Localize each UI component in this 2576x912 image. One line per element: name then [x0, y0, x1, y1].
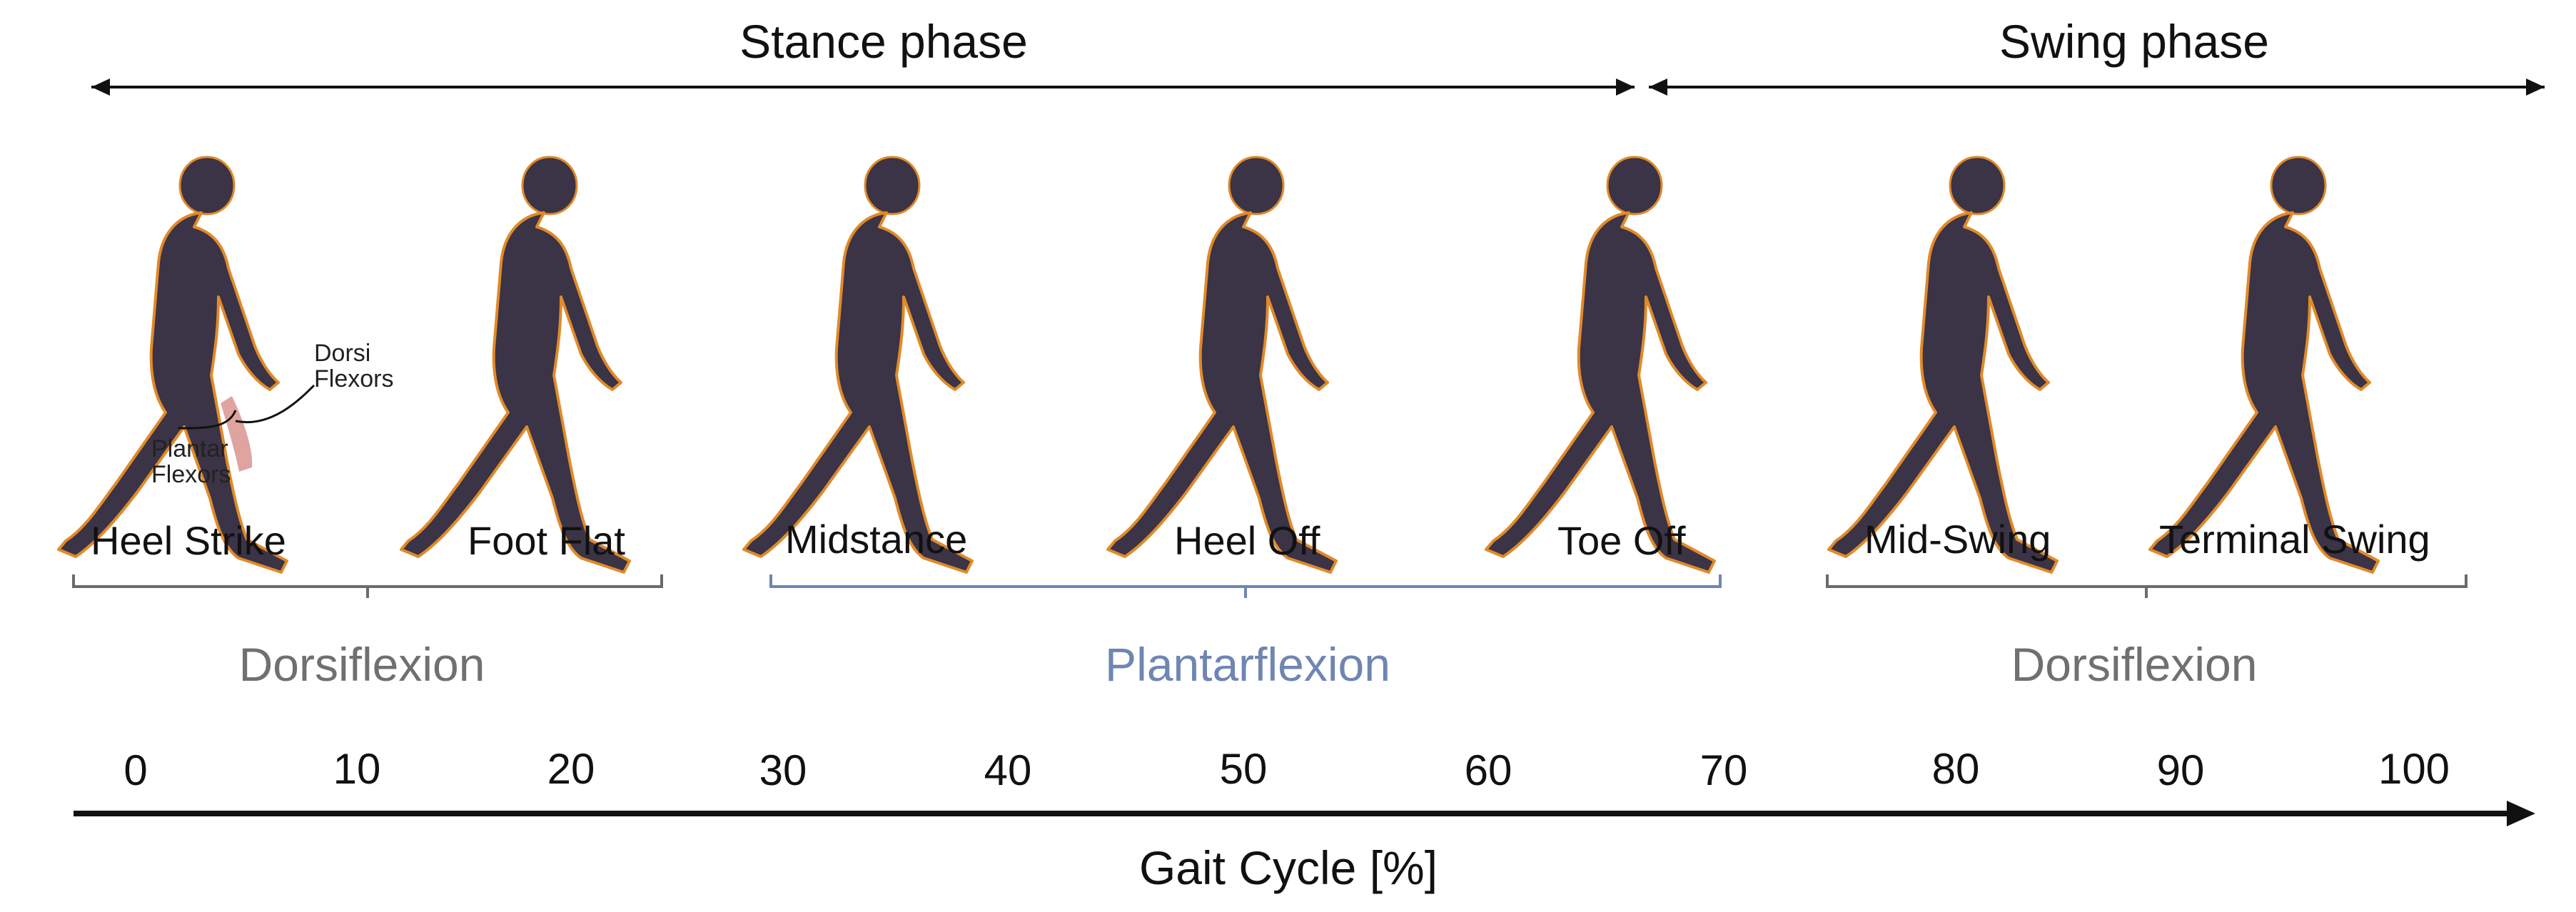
figure-toe-off — [1485, 156, 1716, 574]
annotation-leaders — [178, 384, 315, 430]
muscle-highlight — [221, 396, 253, 472]
axis-tick-50: 50 — [1219, 745, 1268, 793]
event-toe-off: Toe Off — [1557, 518, 1686, 563]
plantar-flexors-line2: Flexors — [151, 460, 231, 488]
axis-tick-40: 40 — [984, 746, 1032, 794]
figure-heel-off — [1106, 156, 1338, 574]
gait-cycle-axis — [74, 801, 2535, 826]
figure-heel-strike — [57, 156, 288, 574]
axis-tick-80: 80 — [1931, 745, 1980, 793]
dorsi-flexors-annotation: Dorsi Flexors — [314, 340, 394, 392]
stance-phase-label: Stance phase — [739, 15, 1028, 68]
plantar-flexors-annotation: Plantar Flexors — [151, 435, 231, 488]
dorsi-flexors-line1: Dorsi — [314, 340, 371, 367]
axis-tick-20: 20 — [547, 745, 595, 793]
event-mid-swing: Mid-Swing — [1864, 517, 2051, 562]
event-heel-off: Heel Off — [1174, 518, 1320, 563]
stance-phase-arrow — [91, 78, 1635, 96]
event-foot-flat: Foot Flat — [468, 518, 625, 563]
swing-phase-label: Swing phase — [1999, 15, 2269, 68]
motion-plantarflexion: Plantarflexion — [1105, 638, 1390, 691]
event-midstance: Midstance — [785, 517, 968, 562]
motion-dorsiflexion-1: Dorsiflexion — [238, 638, 485, 691]
axis-tick-30: 30 — [759, 746, 807, 794]
figure-mid-swing — [1827, 156, 2059, 574]
axis-label: Gait Cycle [%] — [1138, 841, 1438, 894]
plantar-flexors-line1: Plantar — [151, 435, 228, 462]
event-terminal-swing: Terminal Swing — [2159, 517, 2430, 562]
motion-dorsiflexion-2: Dorsiflexion — [2011, 638, 2258, 691]
event-heel-strike: Heel Strike — [91, 518, 286, 563]
figure-midstance — [742, 156, 974, 574]
bracket-dorsiflexion-1 — [72, 574, 663, 598]
axis-tick-70: 70 — [1699, 746, 1748, 794]
axis-tick-60: 60 — [1464, 746, 1512, 794]
bracket-dorsiflexion-2 — [1826, 574, 2468, 598]
swing-phase-arrow — [1649, 78, 2545, 96]
figure-foot-flat — [400, 156, 631, 574]
figure-terminal-swing — [2148, 156, 2380, 574]
axis-tick-90: 90 — [2156, 746, 2205, 794]
axis-tick-10: 10 — [333, 745, 381, 793]
axis-tick-100: 100 — [2378, 745, 2450, 793]
bracket-plantarflexion — [769, 574, 1722, 598]
dorsi-flexors-line2: Flexors — [314, 365, 394, 392]
axis-tick-0: 0 — [123, 746, 148, 794]
